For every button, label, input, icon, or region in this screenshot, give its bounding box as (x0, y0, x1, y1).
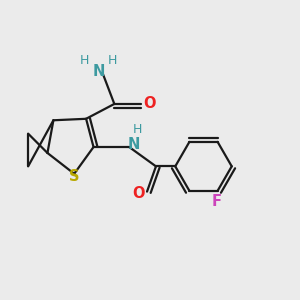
Text: N: N (92, 64, 105, 79)
Text: O: O (132, 186, 144, 201)
Text: F: F (211, 194, 221, 209)
Text: S: S (69, 169, 80, 184)
Text: O: O (144, 96, 156, 111)
Text: H: H (108, 54, 117, 67)
Text: N: N (127, 136, 140, 152)
Text: H: H (133, 123, 142, 136)
Text: H: H (80, 54, 89, 67)
